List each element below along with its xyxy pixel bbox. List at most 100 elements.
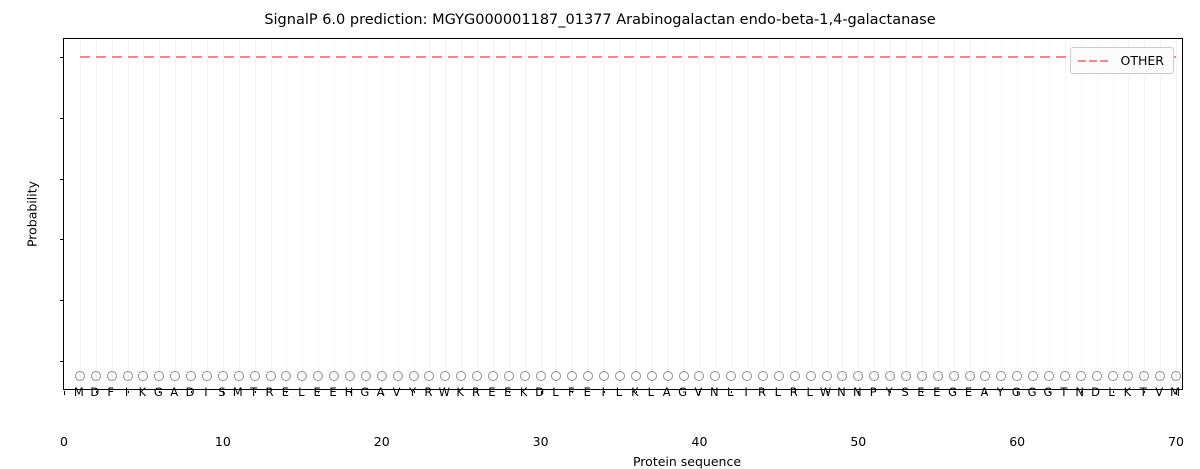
gridline-vertical bbox=[159, 39, 161, 389]
series-dash-segment bbox=[1007, 56, 1018, 59]
gridline-vertical bbox=[890, 39, 892, 389]
sequence-residue-marker bbox=[90, 370, 101, 381]
series-dash-segment bbox=[815, 56, 826, 59]
gridline-vertical bbox=[1033, 39, 1035, 389]
x-tick-minor bbox=[159, 391, 161, 393]
sequence-residue-letter: R bbox=[424, 384, 433, 399]
x-tick-minor bbox=[1144, 391, 1146, 393]
gridline-vertical bbox=[1080, 39, 1082, 389]
series-dash-segment bbox=[399, 56, 410, 59]
sequence-residue-marker bbox=[487, 370, 498, 381]
sequence-residue-marker bbox=[599, 370, 610, 381]
sequence-residue-marker bbox=[186, 370, 197, 381]
series-dash-segment bbox=[1039, 56, 1050, 59]
sequence-residue-marker bbox=[630, 370, 641, 381]
series-dash-segment bbox=[639, 56, 650, 59]
legend: OTHER bbox=[1069, 47, 1174, 74]
x-tick-minor bbox=[1080, 391, 1082, 393]
sequence-residue-letter: T bbox=[250, 384, 258, 399]
x-tick-minor bbox=[413, 391, 415, 393]
sequence-residue-letter: N bbox=[1075, 384, 1085, 399]
gridline-vertical bbox=[810, 39, 812, 389]
series-dash-segment bbox=[415, 56, 426, 59]
sequence-residue-letter: F bbox=[568, 384, 575, 399]
gridline-vertical bbox=[1128, 39, 1130, 389]
sequence-residue-letter: N bbox=[837, 384, 846, 399]
sequence-residue-letter: I bbox=[744, 384, 748, 399]
series-dash-segment bbox=[79, 56, 90, 59]
gridline-vertical bbox=[1017, 39, 1019, 389]
series-dash-segment bbox=[223, 56, 234, 59]
sequence-residue-marker bbox=[964, 370, 975, 381]
gridline-vertical bbox=[937, 39, 939, 389]
gridline-vertical bbox=[191, 39, 193, 389]
x-tick-label: 20 bbox=[373, 434, 390, 449]
gridline-vertical bbox=[365, 39, 367, 389]
x-tick-minor bbox=[477, 391, 479, 393]
gridline-vertical bbox=[699, 39, 701, 389]
series-dash-segment bbox=[303, 56, 314, 59]
x-tick-mark bbox=[699, 391, 701, 395]
gridline-vertical bbox=[1048, 39, 1050, 389]
sequence-residue-letter: V bbox=[392, 384, 401, 399]
sequence-residue-marker bbox=[1139, 370, 1150, 381]
sequence-residue-letter: E bbox=[964, 384, 973, 399]
sequence-residue-marker bbox=[1059, 370, 1070, 381]
gridline-vertical bbox=[508, 39, 510, 389]
series-dash-segment bbox=[255, 56, 266, 59]
sequence-residue-marker bbox=[201, 370, 212, 381]
series-dash-segment bbox=[479, 56, 490, 59]
gridline-vertical bbox=[222, 39, 224, 389]
gridline-vertical bbox=[826, 39, 828, 389]
x-tick-label: 50 bbox=[850, 434, 867, 449]
sequence-residue-marker bbox=[249, 370, 260, 381]
gridline-vertical bbox=[842, 39, 844, 389]
sequence-residue-marker bbox=[106, 370, 117, 381]
sequence-residue-letter: K bbox=[1123, 384, 1132, 399]
series-dash-segment bbox=[719, 56, 730, 59]
sequence-residue-letter: L bbox=[647, 384, 655, 399]
x-tick-minor bbox=[349, 391, 351, 393]
x-axis-label: Protein sequence bbox=[632, 454, 742, 469]
sequence-residue-letter: L bbox=[806, 384, 813, 399]
sequence-residue-letter: T bbox=[1139, 384, 1147, 399]
x-tick-minor bbox=[254, 391, 256, 393]
sequence-residue-letter: G bbox=[1043, 384, 1053, 399]
sequence-residue-letter: E bbox=[583, 384, 591, 399]
sequence-residue-marker bbox=[408, 370, 419, 381]
x-tick-mark bbox=[540, 391, 542, 395]
gridline-vertical bbox=[1176, 39, 1178, 389]
x-tick-label: 70 bbox=[1168, 434, 1184, 449]
sequence-residue-letter: W bbox=[819, 384, 832, 399]
gridline-vertical bbox=[572, 39, 574, 389]
sequence-residue-marker bbox=[424, 370, 435, 381]
sequence-residue-marker bbox=[360, 370, 371, 381]
gridline-vertical bbox=[492, 39, 494, 389]
sequence-residue-marker bbox=[170, 370, 181, 381]
gridline-vertical bbox=[413, 39, 415, 389]
series-dash-segment bbox=[431, 56, 442, 59]
sequence-residue-letter: D bbox=[185, 384, 195, 399]
sequence-residue-letter: A bbox=[980, 384, 989, 399]
series-dash-segment bbox=[511, 56, 522, 59]
sequence-residue-marker bbox=[615, 370, 626, 381]
sequence-residue-letter: P bbox=[869, 384, 877, 399]
series-dash-segment bbox=[319, 56, 330, 59]
y-tick-mark bbox=[60, 117, 64, 119]
x-tick-minor bbox=[95, 391, 97, 393]
sequence-residue-marker bbox=[694, 370, 705, 381]
series-dash-segment bbox=[671, 56, 682, 59]
gridline-vertical bbox=[794, 39, 796, 389]
gridline-vertical bbox=[620, 39, 622, 389]
sequence-residue-marker bbox=[1028, 370, 1039, 381]
sequence-residue-letter: V bbox=[694, 384, 703, 399]
gridline-vertical bbox=[1001, 39, 1003, 389]
y-tick-mark bbox=[60, 57, 64, 59]
series-dash-segment bbox=[831, 56, 842, 59]
sequence-residue-letter: S bbox=[901, 384, 909, 399]
sequence-residue-marker bbox=[726, 370, 737, 381]
gridline-vertical bbox=[588, 39, 590, 389]
gridline-vertical bbox=[238, 39, 240, 389]
sequence-residue-marker bbox=[376, 370, 387, 381]
series-dash-segment bbox=[735, 56, 746, 59]
